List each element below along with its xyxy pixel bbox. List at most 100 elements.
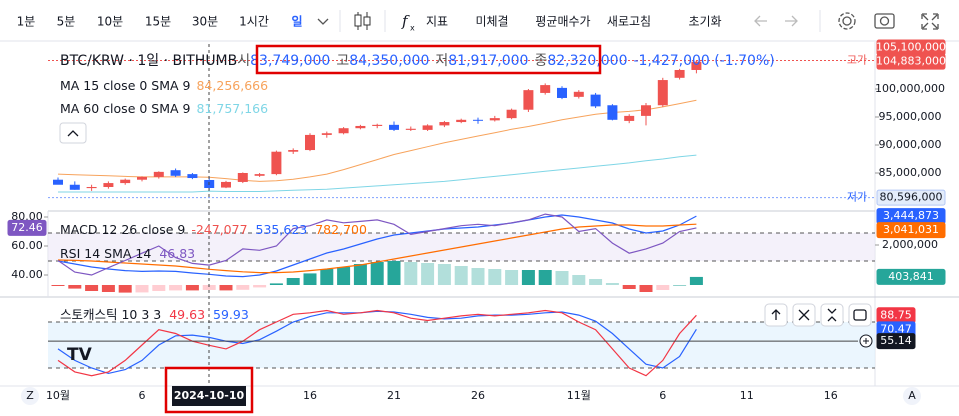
corner-button[interactable]: A: [903, 387, 921, 405]
move-up-button[interactable]: [764, 303, 788, 327]
collapse-legend-button[interactable]: [59, 122, 87, 144]
stochastic-legend: 스토캐스틱 10 3 3 49.63 59.93: [60, 307, 249, 322]
histogram-bar: [337, 267, 351, 285]
histogram-bar: [555, 271, 569, 285]
ma-name: MA 15 close 0 SMA 9: [60, 78, 191, 93]
interval-button[interactable]: 30분: [192, 15, 218, 29]
histogram-bar: [521, 270, 535, 285]
y-tick-label: 100,000,000: [875, 82, 945, 95]
price-tag: [876, 53, 946, 70]
histogram-bar: [85, 285, 99, 291]
histogram-bar: [320, 269, 334, 285]
x-tick-label: 11월: [567, 389, 591, 402]
screenshot-button[interactable]: [874, 13, 895, 29]
price-tag-label: 403,841: [888, 270, 934, 283]
y-tick-label: 60.00: [11, 239, 43, 252]
k-value: 49.63: [169, 307, 205, 322]
candle-body: [321, 133, 332, 135]
histogram-bar: [370, 262, 384, 285]
x-tick-label: 6: [659, 389, 666, 402]
ma-legend: MA 15 close 0 SMA 9 84,256,666: [60, 78, 268, 93]
candle-body: [657, 80, 668, 106]
x-tick-label: 16: [303, 389, 317, 402]
ma-value: 84,256,666: [196, 78, 268, 93]
macd-name: MACD 12 26 close 9: [60, 222, 185, 237]
corner-button[interactable]: Z: [21, 387, 39, 405]
price-tag-label: 80,596,000: [880, 191, 943, 204]
candle-body: [389, 124, 399, 130]
undo-button[interactable]: [754, 15, 767, 27]
histogram-bar: [303, 273, 317, 285]
macd-legend: MACD 12 26 close 9 -247,077 535,623 782,700: [60, 222, 367, 237]
histogram-bar: [605, 283, 619, 285]
d-value: 59.93: [213, 307, 249, 322]
toolbar-button[interactable]: 미체결: [475, 15, 508, 29]
histogram-bar: [673, 285, 687, 286]
stochastic-band: [48, 322, 875, 368]
candle-body: [523, 90, 534, 110]
toolbar-button[interactable]: 초기화: [688, 15, 721, 29]
x-tick-label: 6: [139, 389, 146, 402]
candle-type-button[interactable]: [354, 12, 371, 30]
candle-body: [288, 150, 299, 152]
histogram-bar: [236, 285, 250, 290]
candle-body: [422, 125, 433, 130]
fx-icon: f: [401, 12, 410, 30]
candle-body: [355, 125, 366, 129]
ohlc-value: 83,749,000: [250, 53, 330, 69]
interval-button[interactable]: 일: [291, 15, 302, 29]
interval-button[interactable]: 1시간: [239, 15, 269, 29]
remove-pane-button[interactable]: [792, 303, 816, 327]
collapse-pane-button[interactable]: [820, 303, 844, 327]
add-button[interactable]: [859, 334, 873, 348]
histogram-bar: [202, 285, 216, 290]
candle-body: [641, 105, 651, 116]
candle-body: [439, 122, 450, 126]
interval-dropdown[interactable]: [317, 18, 329, 25]
interval-button[interactable]: 1분: [17, 15, 36, 29]
price-tag: [876, 268, 946, 285]
maximize-pane-button[interactable]: [848, 303, 872, 327]
candle-body: [473, 119, 483, 121]
redo-button[interactable]: [785, 15, 798, 27]
fx-icon: x: [410, 24, 415, 33]
fullscreen-button[interactable]: [921, 13, 939, 30]
histogram-bar: [152, 285, 166, 291]
macd-value: 535,623: [256, 222, 308, 237]
candle-body: [137, 176, 147, 180]
candle-body: [338, 128, 349, 134]
candle-body: [456, 119, 467, 123]
stochastic-d-line: [57, 310, 697, 375]
candle-body: [221, 181, 231, 188]
signal-line: [57, 223, 697, 274]
toolbar-button[interactable]: 새로고침: [607, 15, 651, 29]
ma-legend: MA 60 close 0 SMA 9 81,757,166: [60, 101, 268, 116]
histogram-bar: [219, 285, 233, 291]
ma-value: 81,757,166: [196, 101, 268, 116]
toolbar-button[interactable]: 평균매수가: [535, 15, 590, 29]
histogram-bar: [471, 268, 485, 285]
price-tag-label: 105,100,000: [876, 40, 946, 53]
toolbar-button[interactable]: 지표: [426, 15, 448, 29]
interval-button[interactable]: 15분: [145, 15, 171, 29]
ohlc-label: 저: [435, 53, 448, 69]
ohlc-label: 고: [336, 53, 349, 69]
histogram-bar: [253, 285, 267, 288]
interval-button[interactable]: 5분: [57, 15, 76, 29]
corner-button-label: A: [908, 389, 916, 402]
moving-average-line: [57, 99, 697, 182]
settings-button[interactable]: [838, 12, 856, 30]
histogram-bar: [118, 285, 132, 293]
candle-body: [405, 128, 416, 130]
histogram-bar: [538, 270, 552, 285]
price-tag-label: 104,883,000: [876, 55, 946, 68]
histogram-bar: [353, 264, 367, 285]
candle-body: [590, 94, 601, 107]
candle-body: [69, 184, 80, 190]
symbol: BTC/KRW · 1일 · BITHUMB: [60, 53, 237, 69]
price-tag-label: 55.14: [880, 334, 912, 347]
histogram-value: -247,077: [191, 222, 247, 237]
x-tick-label: 11: [740, 389, 754, 402]
interval-button[interactable]: 10분: [97, 15, 123, 29]
histogram-bar: [185, 285, 199, 291]
